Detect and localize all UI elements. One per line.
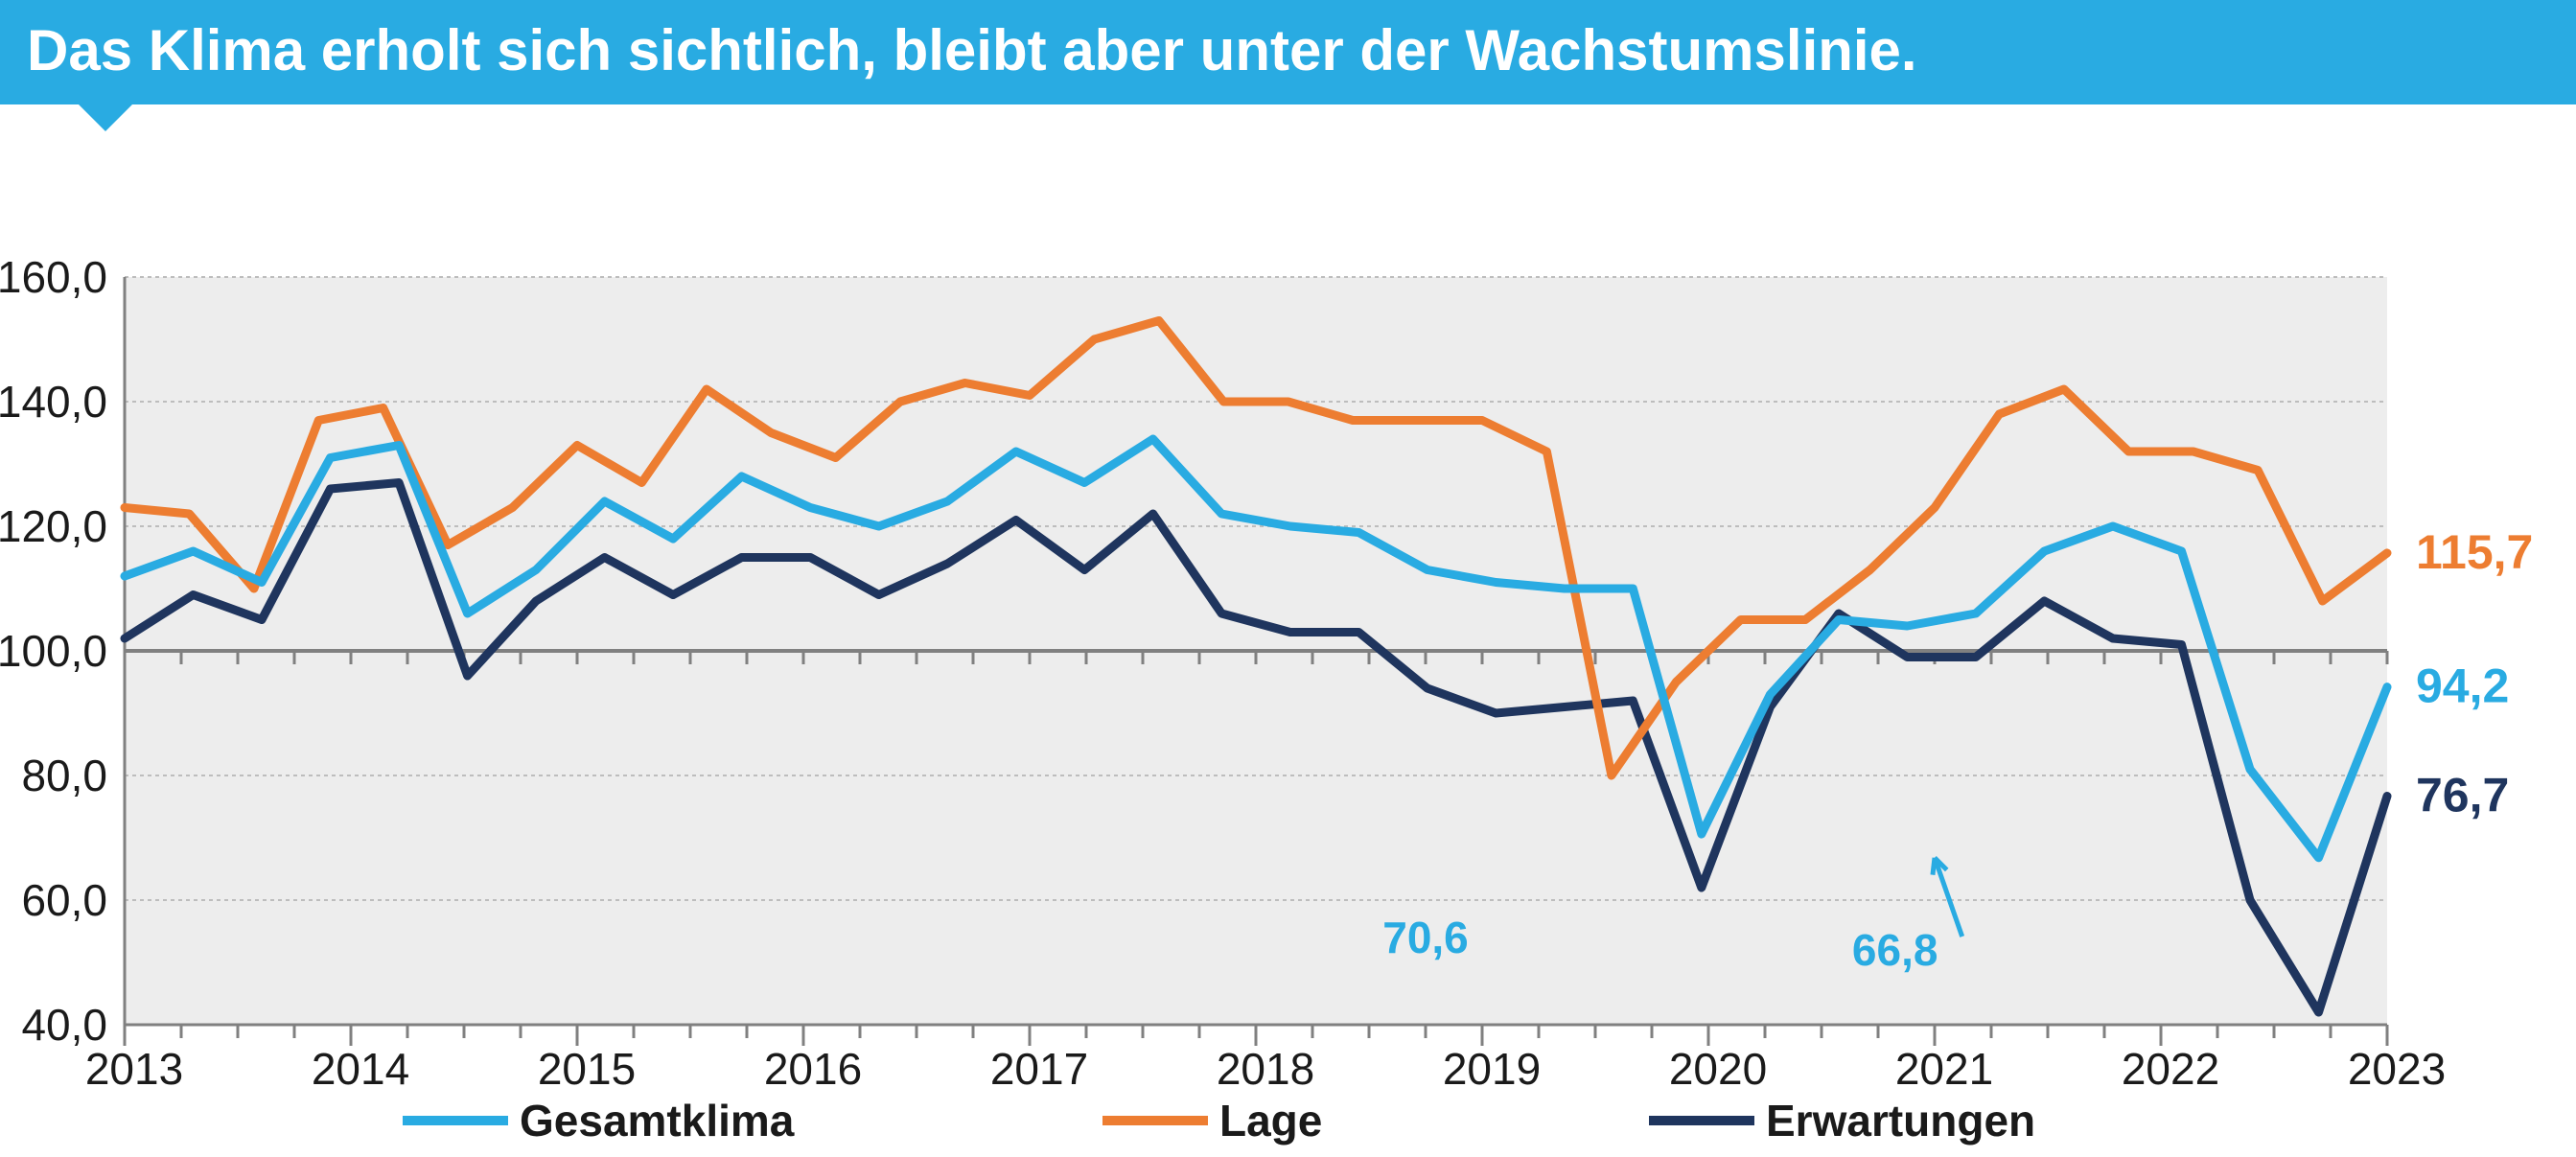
x-tick-label: 2014 <box>312 1044 409 1094</box>
x-tick-label: 2017 <box>990 1044 1088 1094</box>
x-tick-label: 2020 <box>1669 1044 1767 1094</box>
x-tick-label: 2016 <box>764 1044 862 1094</box>
y-tick-label: 80,0 <box>21 751 107 800</box>
y-tick-label: 60,0 <box>21 875 107 925</box>
end-label-erwartungen: 76,7 <box>2416 768 2509 821</box>
legend-label-erwartungen: Erwartungen <box>1766 1096 2035 1145</box>
x-tick-label: 2019 <box>1443 1044 1541 1094</box>
legend-label-gesamtklima: Gesamtklima <box>520 1096 795 1145</box>
x-tick-label: 2015 <box>538 1044 636 1094</box>
chart-title-bar: Das Klima erholt sich sichtlich, bleibt … <box>0 0 2576 104</box>
annotation-label: 70,6 <box>1382 913 1469 962</box>
annotation-label: 66,8 <box>1852 925 1938 975</box>
x-tick-label: 2013 <box>85 1044 183 1094</box>
y-tick-label: 120,0 <box>0 501 107 551</box>
end-label-gesamtklima: 94,2 <box>2416 659 2509 713</box>
x-tick-label: 2018 <box>1217 1044 1314 1094</box>
y-tick-label: 40,0 <box>21 1000 107 1050</box>
x-tick-label: 2022 <box>2122 1044 2219 1094</box>
x-tick-label: 2023 <box>2348 1044 2446 1094</box>
y-tick-label: 100,0 <box>0 626 107 676</box>
x-tick-label: 2021 <box>1895 1044 1993 1094</box>
legend-label-lage: Lage <box>1219 1096 1322 1145</box>
line-chart: 40,0 60,0 80,0 100,0 120,0 140,0 160,0 2013 2014… <box>0 104 2576 1157</box>
end-label-lage: 115,7 <box>2416 525 2533 579</box>
chart-title: Das Klima erholt sich sichtlich, bleibt … <box>27 18 1917 82</box>
y-tick-label: 140,0 <box>0 377 107 427</box>
y-tick-label: 160,0 <box>0 252 107 302</box>
